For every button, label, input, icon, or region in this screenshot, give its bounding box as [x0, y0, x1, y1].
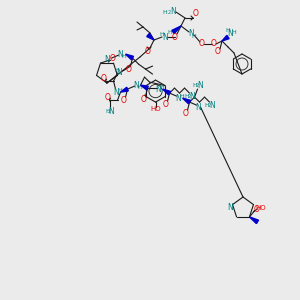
Text: HO: HO: [150, 106, 161, 112]
Text: H: H: [114, 68, 119, 73]
Text: H: H: [159, 85, 164, 90]
Text: N: N: [114, 88, 119, 97]
Polygon shape: [172, 26, 181, 34]
Text: 2: 2: [196, 82, 199, 88]
Text: N: N: [118, 50, 123, 58]
Text: O: O: [199, 40, 205, 49]
Text: O: O: [145, 46, 151, 56]
Text: H: H: [117, 88, 122, 93]
Text: 2: 2: [167, 10, 171, 14]
Text: N: N: [176, 94, 182, 103]
Text: O: O: [254, 206, 260, 214]
Text: N: N: [170, 8, 176, 16]
Text: 2: 2: [208, 103, 211, 108]
Text: O: O: [105, 93, 110, 102]
Polygon shape: [222, 35, 229, 41]
Polygon shape: [140, 85, 148, 90]
Text: O: O: [126, 64, 131, 74]
Text: O: O: [121, 96, 127, 105]
Text: O: O: [172, 32, 178, 41]
Text: H: H: [160, 32, 164, 37]
Text: N: N: [156, 85, 161, 94]
Text: N: N: [188, 29, 194, 38]
Text: N: N: [190, 92, 195, 100]
Polygon shape: [147, 34, 154, 40]
Text: O: O: [193, 10, 199, 19]
Text: O: O: [110, 54, 116, 63]
Polygon shape: [182, 98, 190, 104]
Text: O: O: [215, 47, 221, 56]
Text: HO: HO: [255, 205, 266, 211]
Polygon shape: [163, 89, 170, 95]
Text: H: H: [204, 103, 209, 108]
Text: N: N: [227, 29, 233, 38]
Text: H: H: [137, 85, 142, 90]
Text: N: N: [162, 32, 168, 41]
Text: O: O: [211, 40, 217, 49]
Polygon shape: [125, 54, 134, 60]
Text: O: O: [141, 94, 146, 103]
Text: H: H: [179, 94, 184, 99]
Text: N: N: [134, 81, 140, 90]
Text: H: H: [192, 34, 197, 40]
Text: H: H: [226, 28, 230, 34]
Text: H: H: [184, 94, 189, 99]
Text: H: H: [121, 54, 126, 58]
Text: N: N: [210, 100, 215, 109]
Text: N: N: [117, 68, 122, 76]
Polygon shape: [121, 87, 128, 92]
Text: N: N: [227, 203, 233, 212]
Text: 2: 2: [108, 109, 111, 114]
Text: H: H: [105, 109, 110, 114]
Text: N: N: [198, 81, 203, 90]
Text: 2: 2: [188, 94, 191, 99]
Text: H: H: [232, 29, 236, 34]
Text: N: N: [109, 106, 114, 116]
Text: H: H: [192, 82, 197, 88]
Text: N: N: [196, 103, 201, 112]
Text: H: H: [163, 10, 167, 14]
Text: O: O: [163, 100, 169, 109]
Text: O: O: [100, 74, 106, 82]
Polygon shape: [250, 217, 259, 224]
Text: O: O: [183, 109, 188, 118]
Text: H: H: [168, 31, 172, 35]
Text: N: N: [104, 56, 110, 64]
